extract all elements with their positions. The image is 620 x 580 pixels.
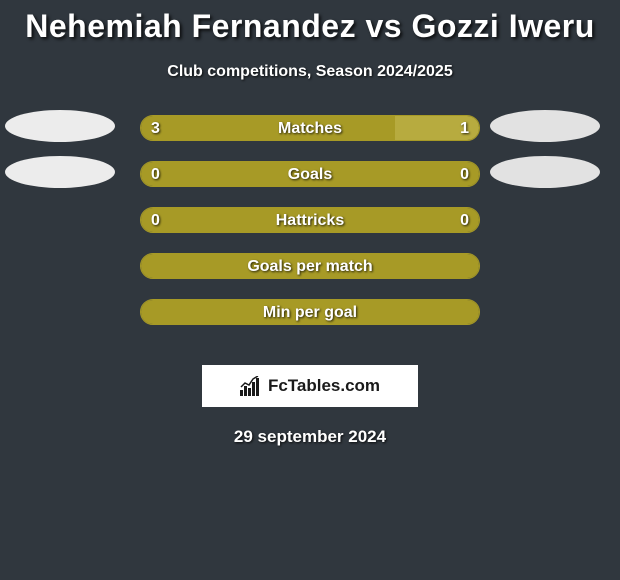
stat-bar: 31Matches [140, 115, 480, 141]
bar-right-fill [310, 162, 479, 186]
bar-right-fill [395, 116, 480, 140]
player-left-marker [5, 156, 115, 188]
player-right-marker [490, 156, 600, 188]
stat-bar: 00Hattricks [140, 207, 480, 233]
bar-right-fill [310, 254, 479, 278]
page-title: Nehemiah Fernandez vs Gozzi Iweru [0, 0, 620, 45]
bar-left-fill [141, 300, 310, 324]
bar-right-fill [310, 300, 479, 324]
chart-icon [240, 376, 262, 396]
bar-left-fill [141, 208, 310, 232]
subtitle: Club competitions, Season 2024/2025 [0, 63, 620, 81]
stat-row: 31Matches [0, 115, 620, 161]
stat-bar: Goals per match [140, 253, 480, 279]
bar-left-fill [141, 254, 310, 278]
player-left-marker [5, 110, 115, 142]
stat-row: 00Goals [0, 161, 620, 207]
stat-bar: Min per goal [140, 299, 480, 325]
date-text: 29 september 2024 [0, 427, 620, 447]
bar-left-fill [141, 162, 310, 186]
logo-text: FcTables.com [268, 376, 380, 396]
stat-bar: 00Goals [140, 161, 480, 187]
stat-row: Min per goal [0, 299, 620, 345]
player-right-marker [490, 110, 600, 142]
bar-left-fill [141, 116, 395, 140]
comparison-rows: 31Matches 00Goals 00Hattricks Goals per mat… [0, 115, 620, 345]
stat-row: Goals per match [0, 253, 620, 299]
stat-row: 00Hattricks [0, 207, 620, 253]
fctables-logo[interactable]: FcTables.com [202, 365, 418, 407]
bar-right-fill [310, 208, 479, 232]
